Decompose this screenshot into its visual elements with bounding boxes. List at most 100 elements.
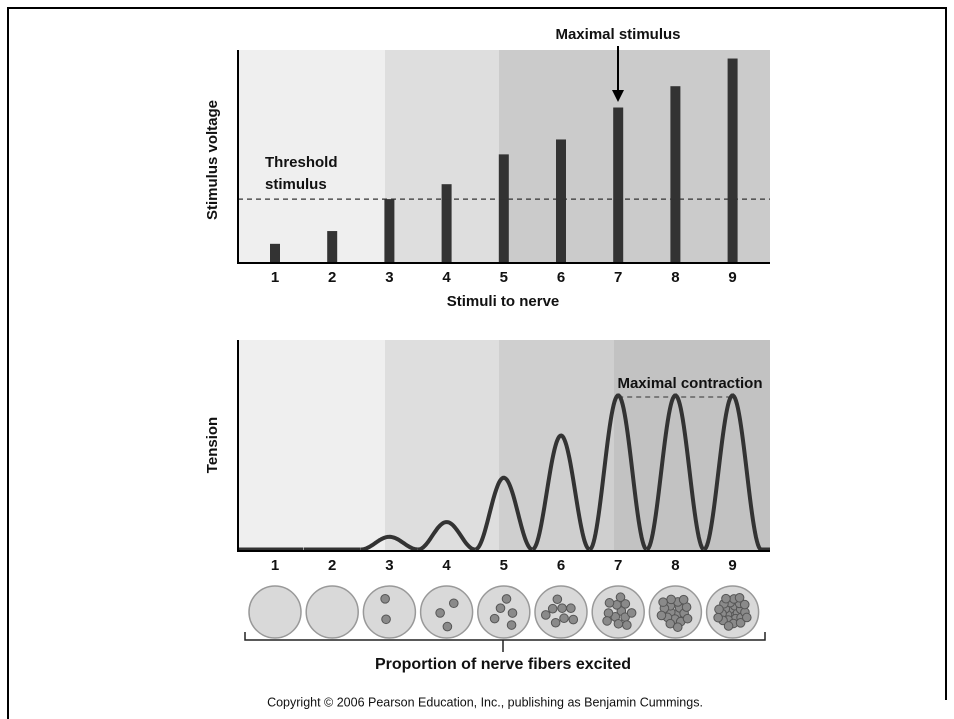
annotation: stimulus — [265, 176, 327, 193]
fiber — [678, 594, 689, 605]
fiber — [381, 614, 391, 625]
x-tick-label: 4 — [442, 557, 451, 574]
x-tick-label: 6 — [557, 557, 565, 574]
twitch-curve — [703, 393, 770, 552]
fiber-bundle — [248, 585, 302, 639]
fiber — [506, 620, 517, 630]
fiber — [550, 617, 561, 628]
x-tick-label: 2 — [328, 269, 336, 286]
nerve — [248, 585, 302, 639]
bar — [613, 107, 624, 263]
fiber — [603, 608, 614, 618]
fiber — [547, 603, 558, 614]
fiber — [568, 614, 579, 625]
tension-chart — [238, 340, 770, 551]
fiber — [435, 608, 445, 618]
fiber — [741, 612, 752, 623]
y-axis-label: Stimulus voltage — [204, 100, 221, 220]
fiber-bundle — [705, 585, 760, 639]
annotation: Maximal stimulus — [555, 26, 680, 43]
arrow-head — [612, 90, 624, 102]
fiber-bundle — [591, 585, 645, 639]
fiber-bundle — [534, 585, 588, 639]
fiber — [501, 594, 512, 604]
twitch-curve — [645, 393, 705, 552]
fiber — [615, 592, 626, 603]
x-tick-label: 9 — [728, 557, 736, 574]
fiber-bundle — [305, 585, 359, 639]
fiber-bundle — [648, 585, 703, 639]
fiber-bundle — [362, 585, 417, 639]
fiber — [557, 603, 567, 613]
frame — [7, 7, 947, 719]
copyright: Copyright © 2006 Pearson Education, Inc.… — [267, 695, 703, 709]
fiber — [622, 620, 632, 630]
fiber — [442, 621, 453, 632]
x-tick-label: 6 — [557, 269, 565, 286]
bar — [556, 139, 566, 263]
fiber — [540, 610, 551, 620]
x-tick-label: 4 — [442, 269, 451, 286]
fiber — [566, 603, 576, 614]
bracket — [244, 632, 766, 652]
bar — [670, 86, 681, 264]
fiber — [734, 592, 745, 603]
fiber — [713, 612, 723, 623]
x-tick-label: 3 — [385, 557, 393, 574]
band — [238, 50, 385, 263]
band — [385, 340, 499, 551]
twitch-curve — [588, 393, 648, 552]
caption: Proportion of nerve fibers excited — [375, 656, 631, 673]
fiber-bundle — [477, 585, 531, 639]
fiber — [507, 608, 518, 618]
bar — [327, 231, 338, 263]
bar — [498, 154, 509, 263]
twitch-curve — [360, 534, 418, 552]
fiber-bundle — [419, 585, 474, 639]
fiber — [552, 594, 563, 605]
fiber — [613, 618, 624, 629]
x-tick-label: 3 — [385, 269, 393, 286]
x-tick-label: 1 — [271, 557, 279, 574]
fiber — [735, 618, 746, 628]
twitch-curve — [417, 520, 476, 552]
nerve — [362, 585, 417, 639]
fiber — [620, 599, 631, 609]
bar — [384, 199, 395, 263]
axis — [237, 340, 770, 552]
bar — [270, 243, 280, 263]
band — [238, 340, 385, 551]
x-tick-label: 8 — [671, 557, 679, 574]
nerve — [419, 585, 474, 639]
fiber — [666, 594, 676, 605]
bar — [441, 184, 452, 263]
fiber — [626, 608, 637, 618]
annotation: Maximal contraction — [617, 375, 762, 392]
fiber — [495, 603, 506, 613]
twitch-curve — [531, 433, 591, 552]
annotation: Threshold — [265, 154, 338, 171]
stimulus-chart — [238, 50, 770, 263]
band — [499, 50, 770, 263]
fiber — [658, 597, 668, 607]
fiber — [656, 610, 667, 621]
fiber — [672, 622, 683, 632]
fiber — [682, 613, 693, 624]
fiber — [714, 604, 724, 615]
fiber — [723, 621, 734, 631]
axis — [237, 50, 770, 264]
x-tick-label: 9 — [728, 269, 736, 286]
x-tick-label: 7 — [614, 269, 622, 286]
fiber — [489, 613, 500, 624]
fiber — [721, 593, 731, 604]
x-tick-label: 7 — [614, 557, 622, 574]
x-axis-label: Stimuli to nerve — [447, 293, 560, 310]
fiber — [448, 598, 459, 609]
x-tick-label: 2 — [328, 557, 336, 574]
x-tick-label: 5 — [500, 557, 508, 574]
fiber — [604, 598, 615, 608]
twitch-curve — [474, 475, 533, 552]
x-tick-label: 1 — [271, 269, 279, 286]
x-tick-label: 5 — [500, 269, 508, 286]
